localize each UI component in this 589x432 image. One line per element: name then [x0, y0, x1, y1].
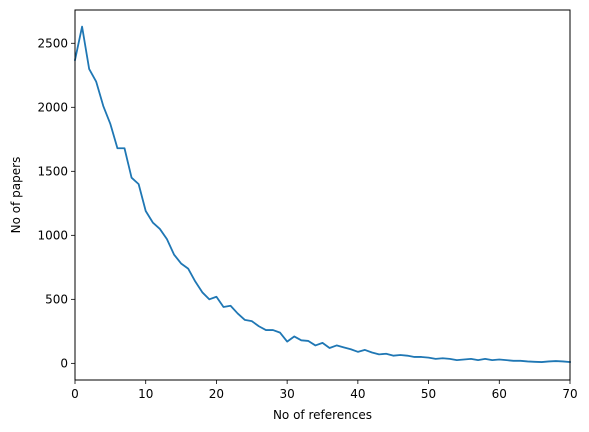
x-tick-label: 60: [492, 387, 507, 401]
y-tick-label: 1500: [37, 164, 68, 178]
x-tick-label: 10: [138, 387, 153, 401]
plot-frame: [74, 9, 571, 381]
x-tick-label: 30: [280, 387, 295, 401]
x-tick-label: 50: [421, 387, 436, 401]
x-axis-label: No of references: [273, 408, 372, 422]
x-tick-label: 40: [350, 387, 365, 401]
y-axis-ticks: 0 500 1000 1500 2000 2500: [37, 36, 75, 370]
series-line: [73, 25, 571, 364]
y-tick-label: 1000: [37, 228, 68, 242]
x-tick-label: 20: [209, 387, 224, 401]
x-axis-ticks: 0 10 20 30 40 50 60 70: [71, 380, 578, 401]
x-tick-label: 0: [71, 387, 79, 401]
y-tick-label: 0: [60, 356, 68, 370]
y-tick-label: 500: [45, 292, 68, 306]
y-tick-label: 2500: [37, 36, 68, 50]
y-axis-label: No of papers: [9, 157, 23, 234]
x-tick-label: 70: [562, 387, 577, 401]
y-tick-label: 2000: [37, 100, 68, 114]
